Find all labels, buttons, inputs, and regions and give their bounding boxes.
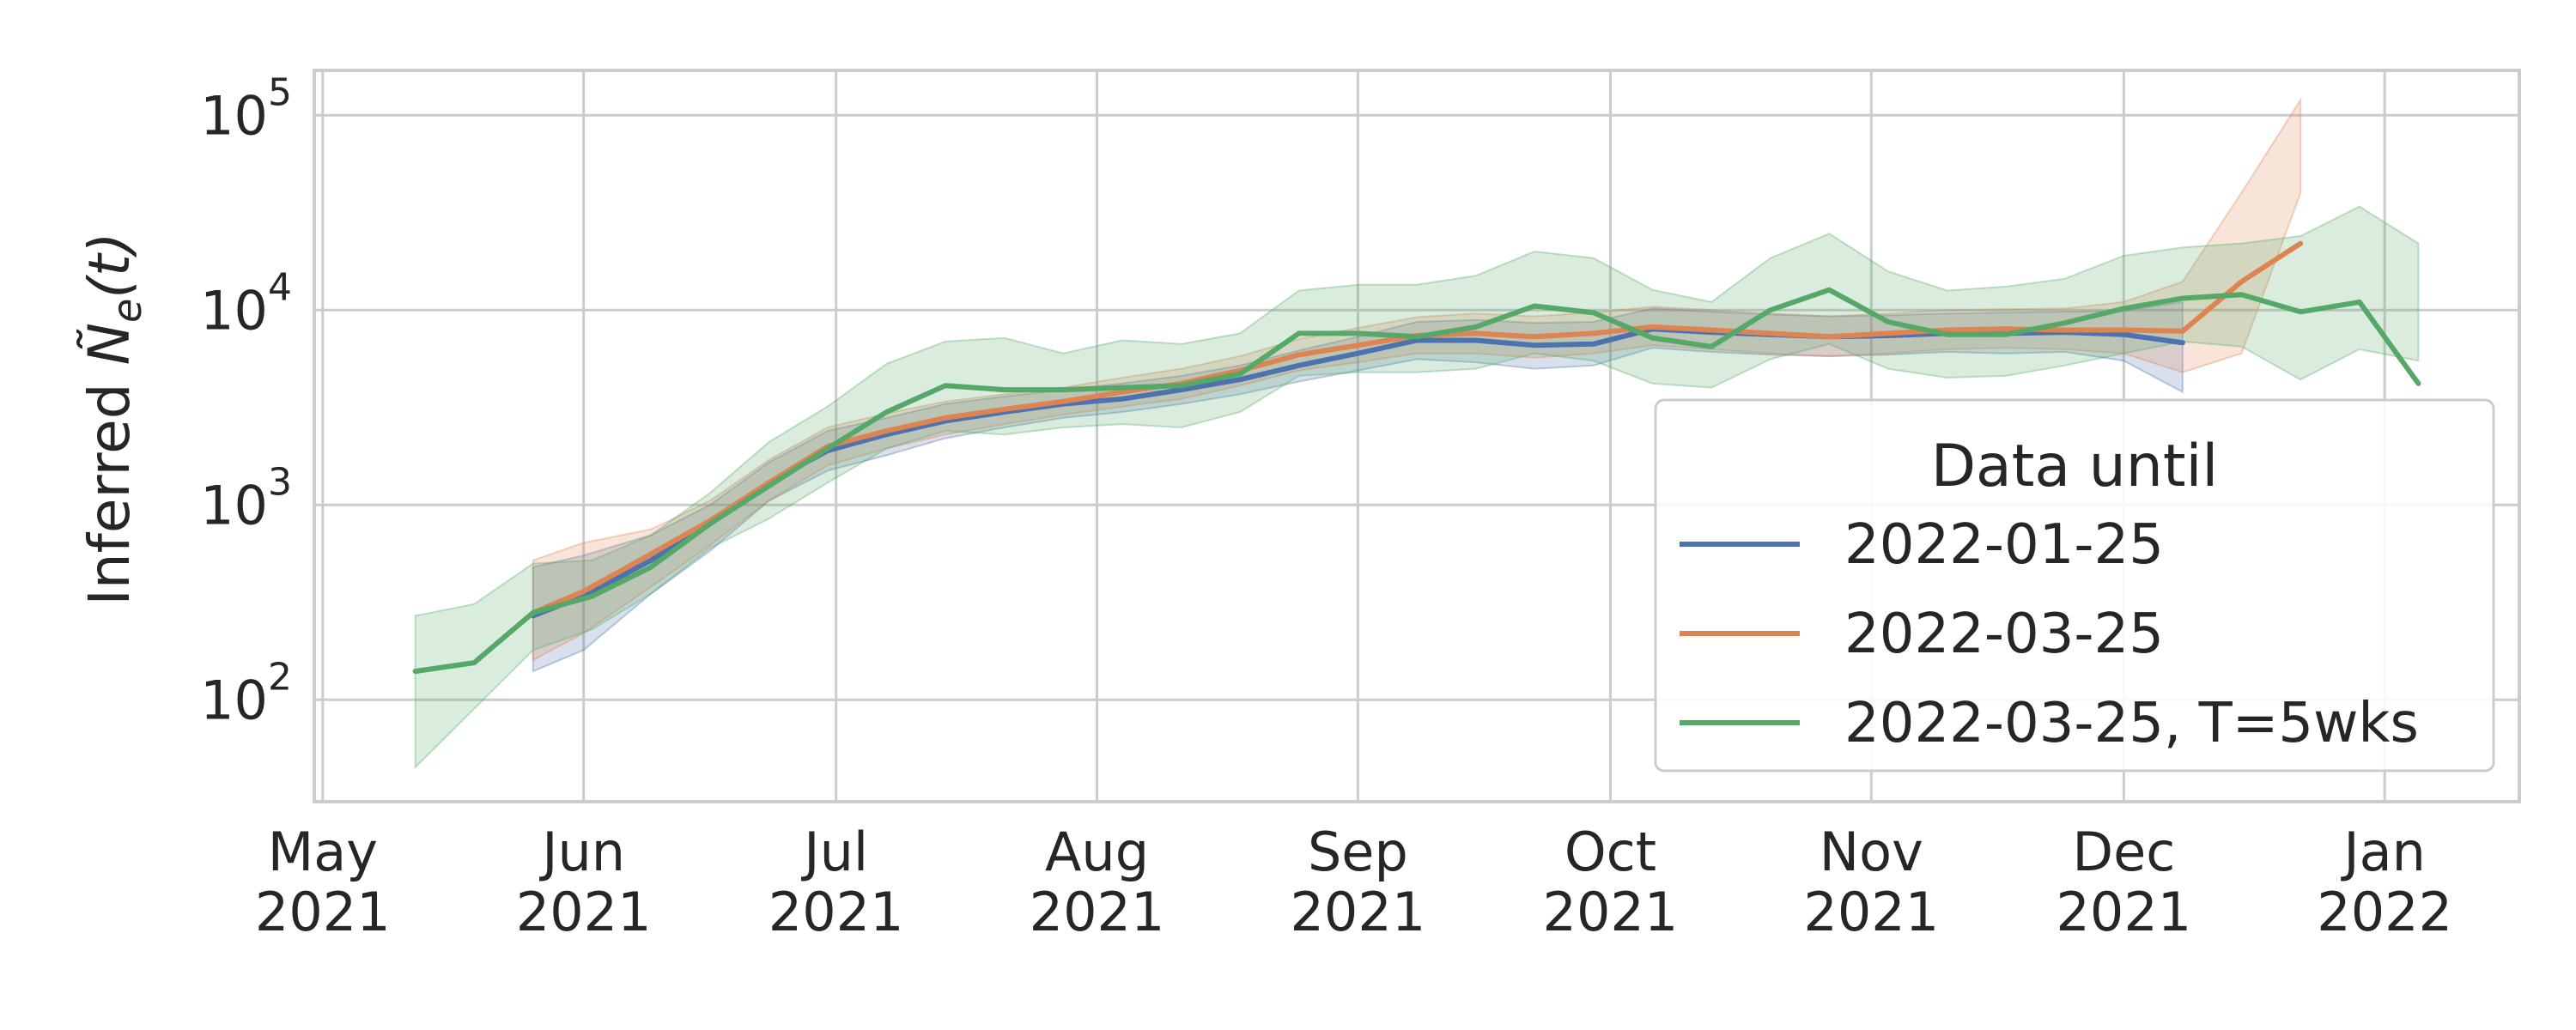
y-axis-label-symbol: Ñ <box>76 323 143 365</box>
x-tick-label: Oct 2021 <box>1543 821 1679 943</box>
x-tick-label-line: Nov <box>1820 821 1923 883</box>
y-tick-exponent: 4 <box>268 265 292 309</box>
x-tick-label-line: 2022 <box>2317 881 2452 943</box>
legend-title: Data until <box>1931 433 2219 500</box>
x-tick-label-line: 2021 <box>1030 881 1165 943</box>
x-tick-label-line: May <box>268 821 378 883</box>
y-tick-exponent: 3 <box>268 460 292 504</box>
y-tick-base: 10 <box>200 669 268 731</box>
legend-label: 2022-01-25 <box>1844 513 2164 577</box>
x-tick-label: Sep 2021 <box>1290 821 1425 943</box>
y-axis-label-prefix: Inferred <box>76 365 143 605</box>
x-tick-label-line: 2021 <box>255 881 391 943</box>
x-tick-label-line: Jul <box>800 821 868 883</box>
confidence-band <box>532 96 2302 662</box>
y-axis-label: Inferred Ñe(t) <box>76 232 150 605</box>
legend: Data until 2022-01-25 2022-03-25 2022-03-2… <box>1654 398 2495 772</box>
y-tick-label: 102 <box>200 655 292 731</box>
y-tick-exponent: 5 <box>268 70 292 114</box>
plot-frame <box>313 69 2521 803</box>
confidence-band <box>532 300 2184 673</box>
x-tick-label-line: 2021 <box>769 881 904 943</box>
x-tick-label-line: 2021 <box>1543 881 1679 943</box>
x-tick-label: Aug 2021 <box>1030 821 1165 943</box>
confidence-bands <box>414 96 2420 770</box>
y-axis-label-suffix: (t) <box>76 232 143 298</box>
x-tick-label: Jan 2022 <box>2317 821 2452 943</box>
x-tick-label: Jul 2021 <box>769 821 904 943</box>
x-tick-label-line: Sep <box>1308 821 1408 883</box>
x-tick-label-line: Dec <box>2072 821 2175 883</box>
y-tick-base: 10 <box>200 474 268 536</box>
x-tick-label-line: Aug <box>1045 821 1149 883</box>
confidence-band <box>414 205 2420 770</box>
y-axis-label-subscript: e <box>104 299 150 323</box>
y-tick-label: 103 <box>200 460 292 536</box>
x-tick-label-line: Jan <box>2340 821 2426 883</box>
x-tick-label: Nov 2021 <box>1803 821 1939 943</box>
y-tick-exponent: 2 <box>268 655 292 699</box>
x-tick-label-line: Jun <box>538 821 625 883</box>
series-lines <box>412 240 2421 675</box>
legend-box <box>1654 398 2495 772</box>
x-tick-label-line: Oct <box>1564 821 1656 883</box>
x-tick-label-line: 2021 <box>1803 881 1939 943</box>
legend-label: 2022-03-25 <box>1844 603 2164 666</box>
x-tick-label: May 2021 <box>255 821 391 943</box>
x-tick-label-line: 2021 <box>516 881 652 943</box>
x-tick-label-line: 2021 <box>2056 881 2191 943</box>
y-tick-label: 104 <box>200 265 292 342</box>
legend-label: 2022-03-25, T=5wks <box>1844 692 2419 755</box>
y-tick-label: 105 <box>200 70 292 147</box>
x-tick-label-line: 2021 <box>1290 881 1425 943</box>
y-tick-base: 10 <box>200 279 268 342</box>
x-tick-label: Dec 2021 <box>2056 821 2191 943</box>
series-line <box>412 287 2421 675</box>
y-tick-base: 10 <box>200 84 268 147</box>
x-tick-label: Jun 2021 <box>516 821 652 943</box>
legend-items: 2022-01-25 2022-03-25 2022-03-25, T=5wks <box>1680 513 2419 755</box>
